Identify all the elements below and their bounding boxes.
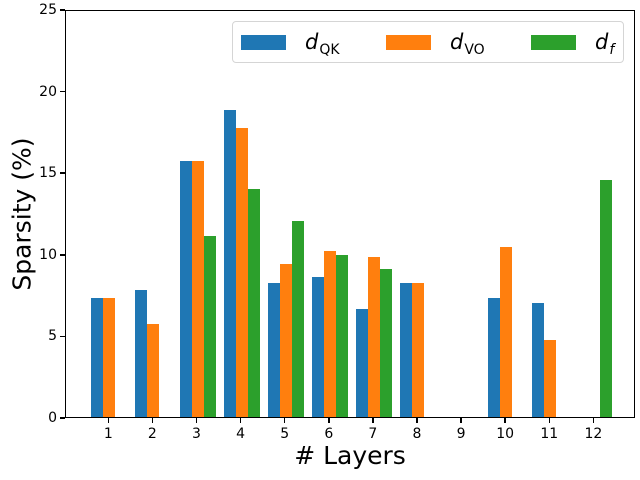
bar-d_VO-layer2 [147,323,160,417]
x-tick-mark [195,418,198,423]
bar-d_QK-layer1 [91,297,104,417]
legend-item-d_f: df [531,22,614,62]
x-tick-label: 9 [456,426,466,442]
y-tick-label: 25 [39,2,57,18]
legend-label-d_VO: dVO [450,30,485,58]
x-axis-label: # Layers [294,441,406,470]
x-tick-label: 5 [280,426,290,442]
x-tick-mark [151,418,154,423]
bar-d_QK-layer2 [135,289,148,417]
bar-d_f-layer7 [379,268,392,417]
y-tick-label: 0 [48,410,57,426]
x-tick-label: 12 [584,426,603,442]
legend-label-d_f: df [595,30,615,58]
x-tick-label: 11 [540,426,559,442]
legend-item-d_VO: dVO [386,22,485,62]
bar-d_VO-layer7 [367,257,380,417]
bar-d_VO-layer11 [544,340,557,417]
bar-d_VO-layer6 [323,250,336,417]
x-tick-mark [283,418,286,423]
legend-label-d_QK: dQK [305,30,340,58]
bar-d_QK-layer11 [532,302,545,417]
legend-swatch-d_f [531,34,576,50]
y-tick-label: 15 [39,165,57,182]
y-tick-mark [60,335,65,338]
y-tick-label: 10 [39,246,57,263]
x-tick-mark [107,418,110,423]
bar-d_f-layer6 [335,255,348,417]
x-tick-label: 10 [496,426,515,442]
x-tick-label: 4 [236,426,246,442]
legend-item-d_QK: dQK [241,22,340,62]
bar-d_f-layer4 [247,188,260,417]
bar-d_QK-layer8 [400,283,412,417]
y-tick-mark [60,90,65,93]
bar-d_f-layer12 [600,180,613,417]
bar-d_VO-layer3 [191,160,204,417]
y-tick-mark [60,254,65,256]
y-tick-mark [60,9,65,11]
bar-d_f-layer3 [203,235,216,417]
y-tick-label: 5 [48,328,57,345]
y-axis-label: Sparsity (%) [7,137,37,291]
y-tick-label: 20 [39,83,57,100]
x-tick-mark [548,418,551,423]
x-tick-mark [416,418,418,423]
y-tick-mark [60,172,65,174]
x-tick-label: 2 [147,426,157,442]
bar-d_QK-layer3 [179,160,192,417]
plot-area [65,10,635,418]
bar-d_QK-layer6 [311,276,324,417]
x-tick-mark [592,418,595,423]
x-tick-mark [460,418,462,423]
x-tick-mark [328,418,330,423]
x-tick-label: 8 [412,426,422,442]
x-tick-mark [504,418,506,423]
x-tick-label: 7 [368,426,378,442]
legend-swatch-d_VO [386,34,431,50]
legend-swatch-d_QK [241,34,286,50]
x-tick-mark [239,418,242,423]
x-tick-label: 6 [324,426,334,442]
bar-d_f-layer5 [291,221,304,417]
x-tick-mark [372,418,374,423]
bar-d_VO-layer4 [235,128,248,417]
bar-d_QK-layer4 [223,110,236,417]
bar-d_VO-layer5 [279,263,292,417]
x-tick-label: 3 [192,426,201,442]
y-tick-mark [60,417,65,419]
bar-d_VO-layer10 [500,247,513,417]
bar-d_QK-layer5 [267,283,280,417]
bar-d_VO-layer1 [103,297,116,417]
x-tick-label: 1 [103,426,113,442]
bar-d_QK-layer10 [488,297,501,417]
bar-d_QK-layer7 [355,309,368,417]
legend: dQK dVO df [232,21,624,63]
bar-d_VO-layer8 [412,283,424,417]
